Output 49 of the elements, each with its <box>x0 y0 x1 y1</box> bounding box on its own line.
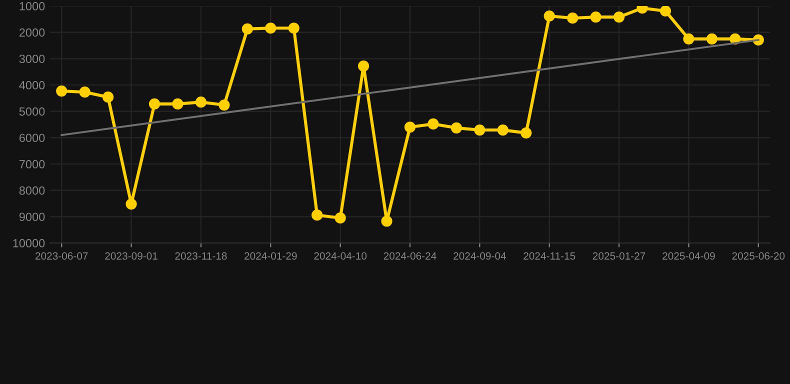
x-tick-label: 2024-09-04 <box>454 252 506 260</box>
point <box>428 118 439 130</box>
point <box>218 99 230 111</box>
point <box>660 6 672 17</box>
x-tick-label: 2025-06-20 <box>732 252 785 260</box>
point <box>590 12 602 23</box>
point <box>288 22 300 34</box>
point <box>172 98 184 110</box>
y-tick-label: 3000 <box>19 54 45 64</box>
point <box>613 12 625 23</box>
point <box>404 122 416 133</box>
point <box>683 33 694 44</box>
y-tick-label: 4000 <box>19 81 45 90</box>
point <box>450 122 462 134</box>
y-tick-label: 8000 <box>19 186 45 195</box>
point <box>148 98 160 110</box>
point <box>358 60 370 72</box>
x-tick-label: 2025-04-09 <box>662 252 715 260</box>
y-tick-label: 10000 <box>13 239 45 248</box>
point <box>706 33 718 44</box>
y-tick-label: 7000 <box>19 160 45 168</box>
y-tick-label: 1000 <box>20 2 45 10</box>
point <box>520 127 532 138</box>
point <box>544 10 555 22</box>
point <box>102 92 114 103</box>
point <box>474 124 486 136</box>
point <box>56 86 68 97</box>
point <box>79 86 90 98</box>
point <box>265 22 276 34</box>
x-tick-label: 2025-01-27 <box>592 252 646 260</box>
x-tick-label: 2023-09-01 <box>105 252 158 260</box>
point <box>381 216 392 227</box>
y-tick-label: 6000 <box>19 134 45 142</box>
x-tick-label: 2024-01-29 <box>244 252 297 260</box>
x-tick-label: 2024-06-24 <box>384 252 436 260</box>
x-tick-label: 2024-04-10 <box>314 252 367 260</box>
point <box>334 212 346 224</box>
y-tick-label: 5000 <box>19 107 45 116</box>
x-tick-label: 2023-11-18 <box>175 252 227 260</box>
point <box>242 23 253 34</box>
point <box>195 96 207 108</box>
y-tick-label: 9000 <box>19 212 45 222</box>
x-tick-label: 2024-11-15 <box>524 252 576 260</box>
point <box>126 198 137 210</box>
y-tick-label: 2000 <box>19 28 45 37</box>
point <box>312 210 323 221</box>
point <box>497 124 508 136</box>
x-tick-label: 2023-06-07 <box>36 252 88 260</box>
point <box>567 12 578 24</box>
